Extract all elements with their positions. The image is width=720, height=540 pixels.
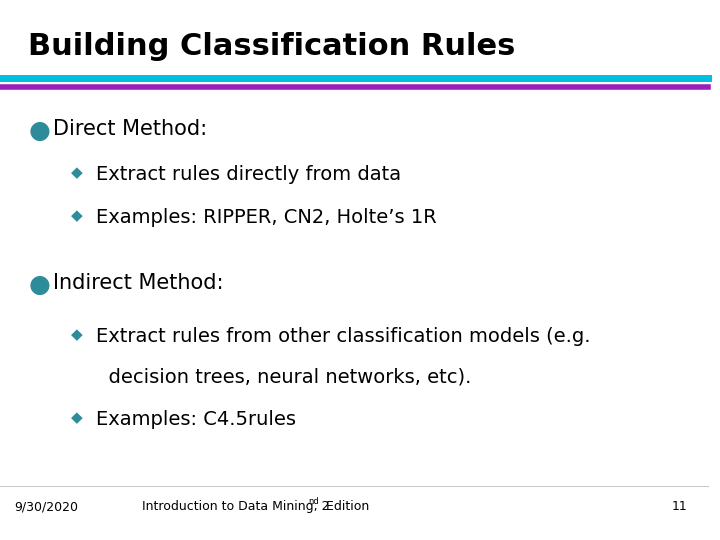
Text: Extract rules from other classification models (e.g.: Extract rules from other classification …: [96, 327, 590, 346]
Text: ◆: ◆: [71, 327, 83, 342]
Text: Direct Method:: Direct Method:: [53, 119, 207, 139]
Text: ●: ●: [28, 119, 50, 143]
Text: ◆: ◆: [71, 165, 83, 180]
Text: ◆: ◆: [71, 410, 83, 426]
Text: Indirect Method:: Indirect Method:: [53, 273, 224, 293]
Text: decision trees, neural networks, etc).: decision trees, neural networks, etc).: [96, 367, 471, 386]
Text: ●: ●: [28, 273, 50, 296]
Text: Examples: C4.5rules: Examples: C4.5rules: [96, 410, 296, 429]
Text: Examples: RIPPER, CN2, Holte’s 1R: Examples: RIPPER, CN2, Holte’s 1R: [96, 208, 436, 227]
Text: ◆: ◆: [71, 208, 83, 223]
Text: Extract rules directly from data: Extract rules directly from data: [96, 165, 401, 184]
Text: 9/30/2020: 9/30/2020: [14, 500, 78, 513]
Text: 11: 11: [671, 500, 687, 513]
Text: nd: nd: [308, 497, 319, 506]
Text: Introduction to Data Mining, 2: Introduction to Data Mining, 2: [142, 500, 329, 513]
Text: Edition: Edition: [323, 500, 369, 513]
Text: Building Classification Rules: Building Classification Rules: [28, 32, 516, 62]
